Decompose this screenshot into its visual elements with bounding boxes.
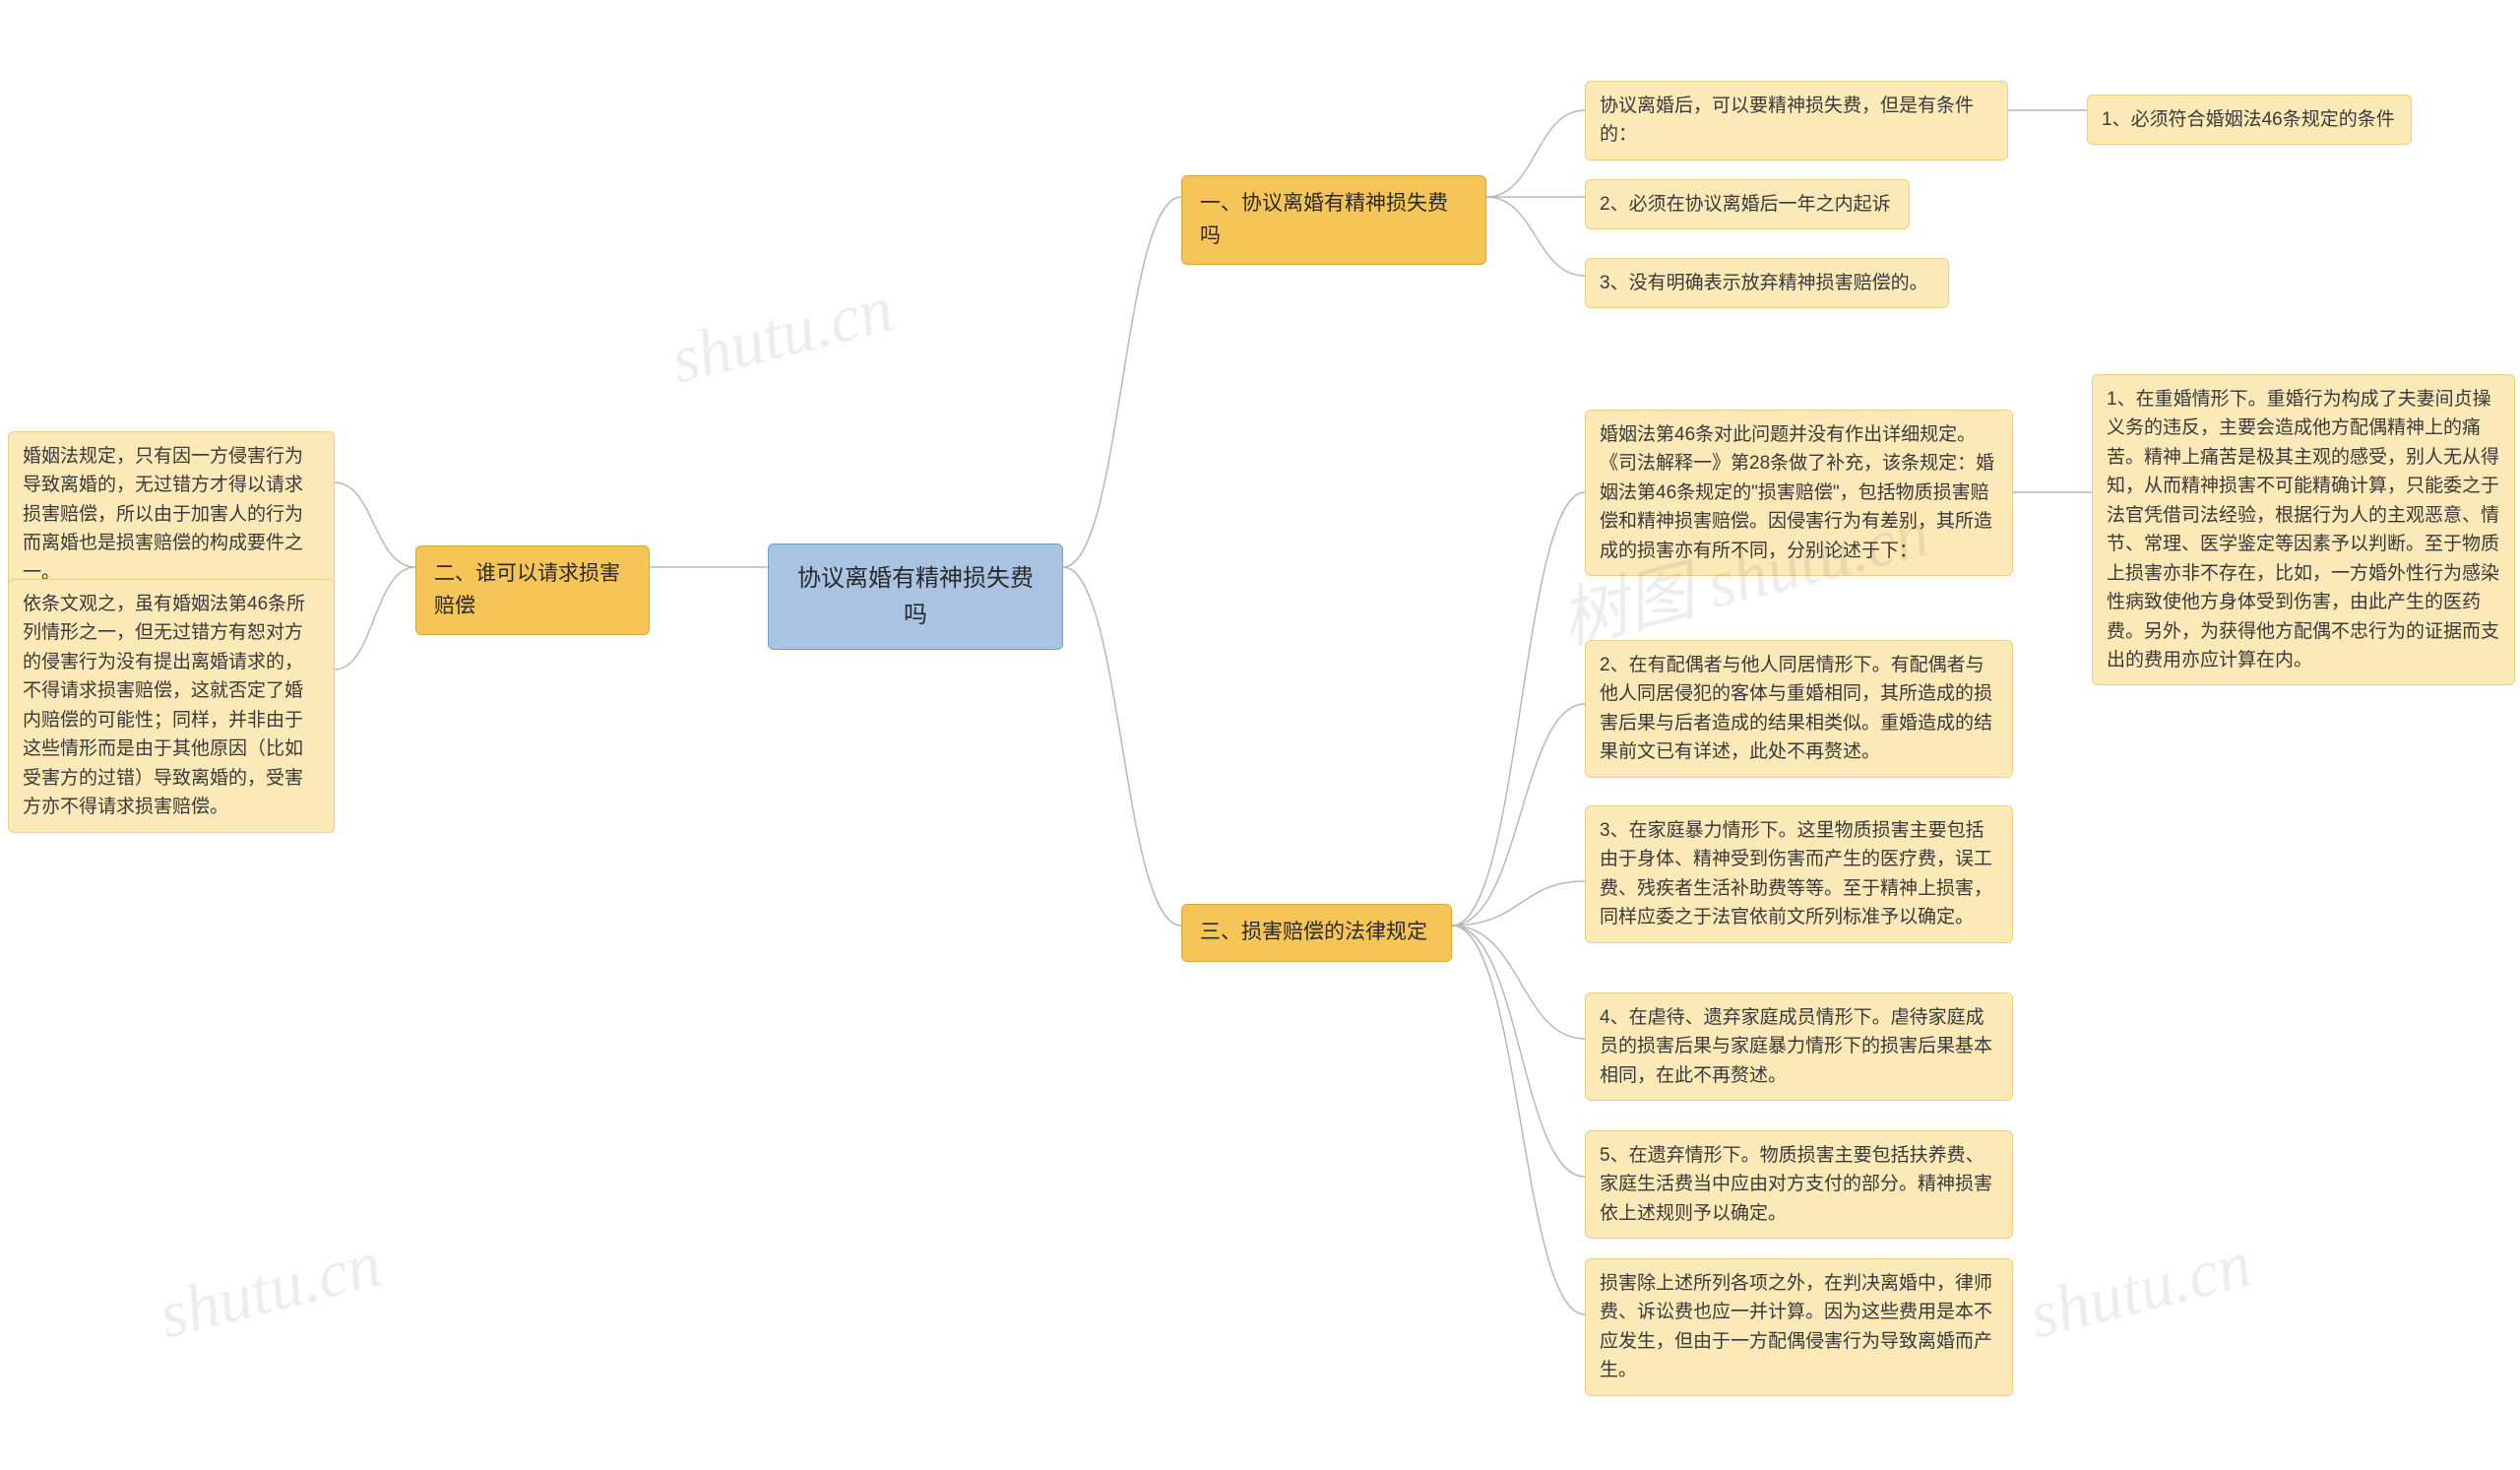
- branch1-c-text: 3、没有明确表示放弃精神损害赔偿的。: [1600, 273, 1928, 293]
- branch2-b-text: 依条文观之，虽有婚姻法第46条所列情形之一，但无过错方有恕对方的侵害行为没有提出…: [23, 594, 305, 817]
- branch3-leaf-f[interactable]: 损害除上述所列各项之外，在判决离婚中，律师费、诉讼费也应一并计算。因为这些费用是…: [1585, 1258, 2013, 1396]
- branch2-a-text: 婚姻法规定，只有因一方侵害行为导致离婚的，无过错方才得以请求损害赔偿，所以由于加…: [23, 446, 303, 583]
- branch1-a1-text: 1、必须符合婚姻法46条规定的条件: [2102, 109, 2395, 130]
- branch1-leaf-b[interactable]: 2、必须在协议离婚后一年之内起诉: [1585, 179, 1910, 229]
- branch3-b-text: 2、在有配偶者与他人同居情形下。有配偶者与他人同居侵犯的客体与重婚相同，其所造成…: [1600, 655, 1992, 762]
- branch1-b-text: 2、必须在协议离婚后一年之内起诉: [1600, 194, 1891, 215]
- branch3-title-text: 三、损害赔偿的法律规定: [1200, 921, 1427, 943]
- branch3-leaf-a[interactable]: 婚姻法第46条对此问题并没有作出详细规定。《司法解释一》第28条做了补充，该条规…: [1585, 410, 2013, 576]
- branch3-leaf-d[interactable]: 4、在虐待、遗弃家庭成员情形下。虐待家庭成员的损害后果与家庭暴力情形下的损害后果…: [1585, 992, 2013, 1101]
- branch1-leaf-a1[interactable]: 1、必须符合婚姻法46条规定的条件: [2087, 95, 2412, 145]
- watermark: shutu.cn: [2022, 1225, 2259, 1355]
- branch2-leaf-a[interactable]: 婚姻法规定，只有因一方侵害行为导致离婚的，无过错方才得以请求损害赔偿，所以由于加…: [8, 431, 335, 598]
- branch3-a-text: 婚姻法第46条对此问题并没有作出详细规定。《司法解释一》第28条做了补充，该条规…: [1600, 424, 1994, 561]
- branch3-d-text: 4、在虐待、遗弃家庭成员情形下。虐待家庭成员的损害后果与家庭暴力情形下的损害后果…: [1600, 1007, 1992, 1086]
- branch3-leaf-b[interactable]: 2、在有配偶者与他人同居情形下。有配偶者与他人同居侵犯的客体与重婚相同，其所造成…: [1585, 640, 2013, 778]
- branch1-title-text: 一、协议离婚有精神损失费吗: [1200, 192, 1448, 247]
- watermark-0-text: shutu.cn: [663, 270, 900, 397]
- branch2-title-text: 二、谁可以请求损害赔偿: [434, 562, 620, 617]
- branch3-title[interactable]: 三、损害赔偿的法律规定: [1181, 904, 1452, 962]
- branch3-leaf-e[interactable]: 5、在遗弃情形下。物质损害主要包括扶养费、家庭生活费当中应由对方支付的部分。精神…: [1585, 1130, 2013, 1239]
- branch3-c-text: 3、在家庭暴力情形下。这里物质损害主要包括由于身体、精神受到伤害而产生的医疗费，…: [1600, 820, 1992, 927]
- watermark: shutu.cn: [152, 1225, 389, 1355]
- watermark-3-text: shutu.cn: [2022, 1225, 2258, 1352]
- branch1-leaf-a[interactable]: 协议离婚后，可以要精神损失费，但是有条件的：: [1585, 81, 2008, 160]
- branch1-leaf-c[interactable]: 3、没有明确表示放弃精神损害赔偿的。: [1585, 258, 1949, 308]
- watermark: shutu.cn: [663, 270, 901, 400]
- branch3-f-text: 损害除上述所列各项之外，在判决离婚中，律师费、诉讼费也应一并计算。因为这些费用是…: [1600, 1273, 1992, 1380]
- branch3-a1-text: 1、在重婚情形下。重婚行为构成了夫妻间贞操义务的违反，主要会造成他方配偶精神上的…: [2107, 389, 2499, 671]
- root-text: 协议离婚有精神损失费吗: [797, 565, 1034, 628]
- root-node[interactable]: 协议离婚有精神损失费吗: [768, 543, 1063, 650]
- branch1-a-text: 协议离婚后，可以要精神损失费，但是有条件的：: [1600, 96, 1974, 145]
- branch2-title[interactable]: 二、谁可以请求损害赔偿: [415, 545, 650, 635]
- branch2-leaf-b[interactable]: 依条文观之，虽有婚姻法第46条所列情形之一，但无过错方有恕对方的侵害行为没有提出…: [8, 579, 335, 833]
- watermark-2-text: shutu.cn: [152, 1225, 388, 1352]
- branch3-leaf-c[interactable]: 3、在家庭暴力情形下。这里物质损害主要包括由于身体、精神受到伤害而产生的医疗费，…: [1585, 805, 2013, 943]
- branch3-leaf-a1[interactable]: 1、在重婚情形下。重婚行为构成了夫妻间贞操义务的违反，主要会造成他方配偶精神上的…: [2092, 374, 2515, 685]
- branch3-e-text: 5、在遗弃情形下。物质损害主要包括扶养费、家庭生活费当中应由对方支付的部分。精神…: [1600, 1145, 1992, 1224]
- branch1-title[interactable]: 一、协议离婚有精神损失费吗: [1181, 175, 1486, 265]
